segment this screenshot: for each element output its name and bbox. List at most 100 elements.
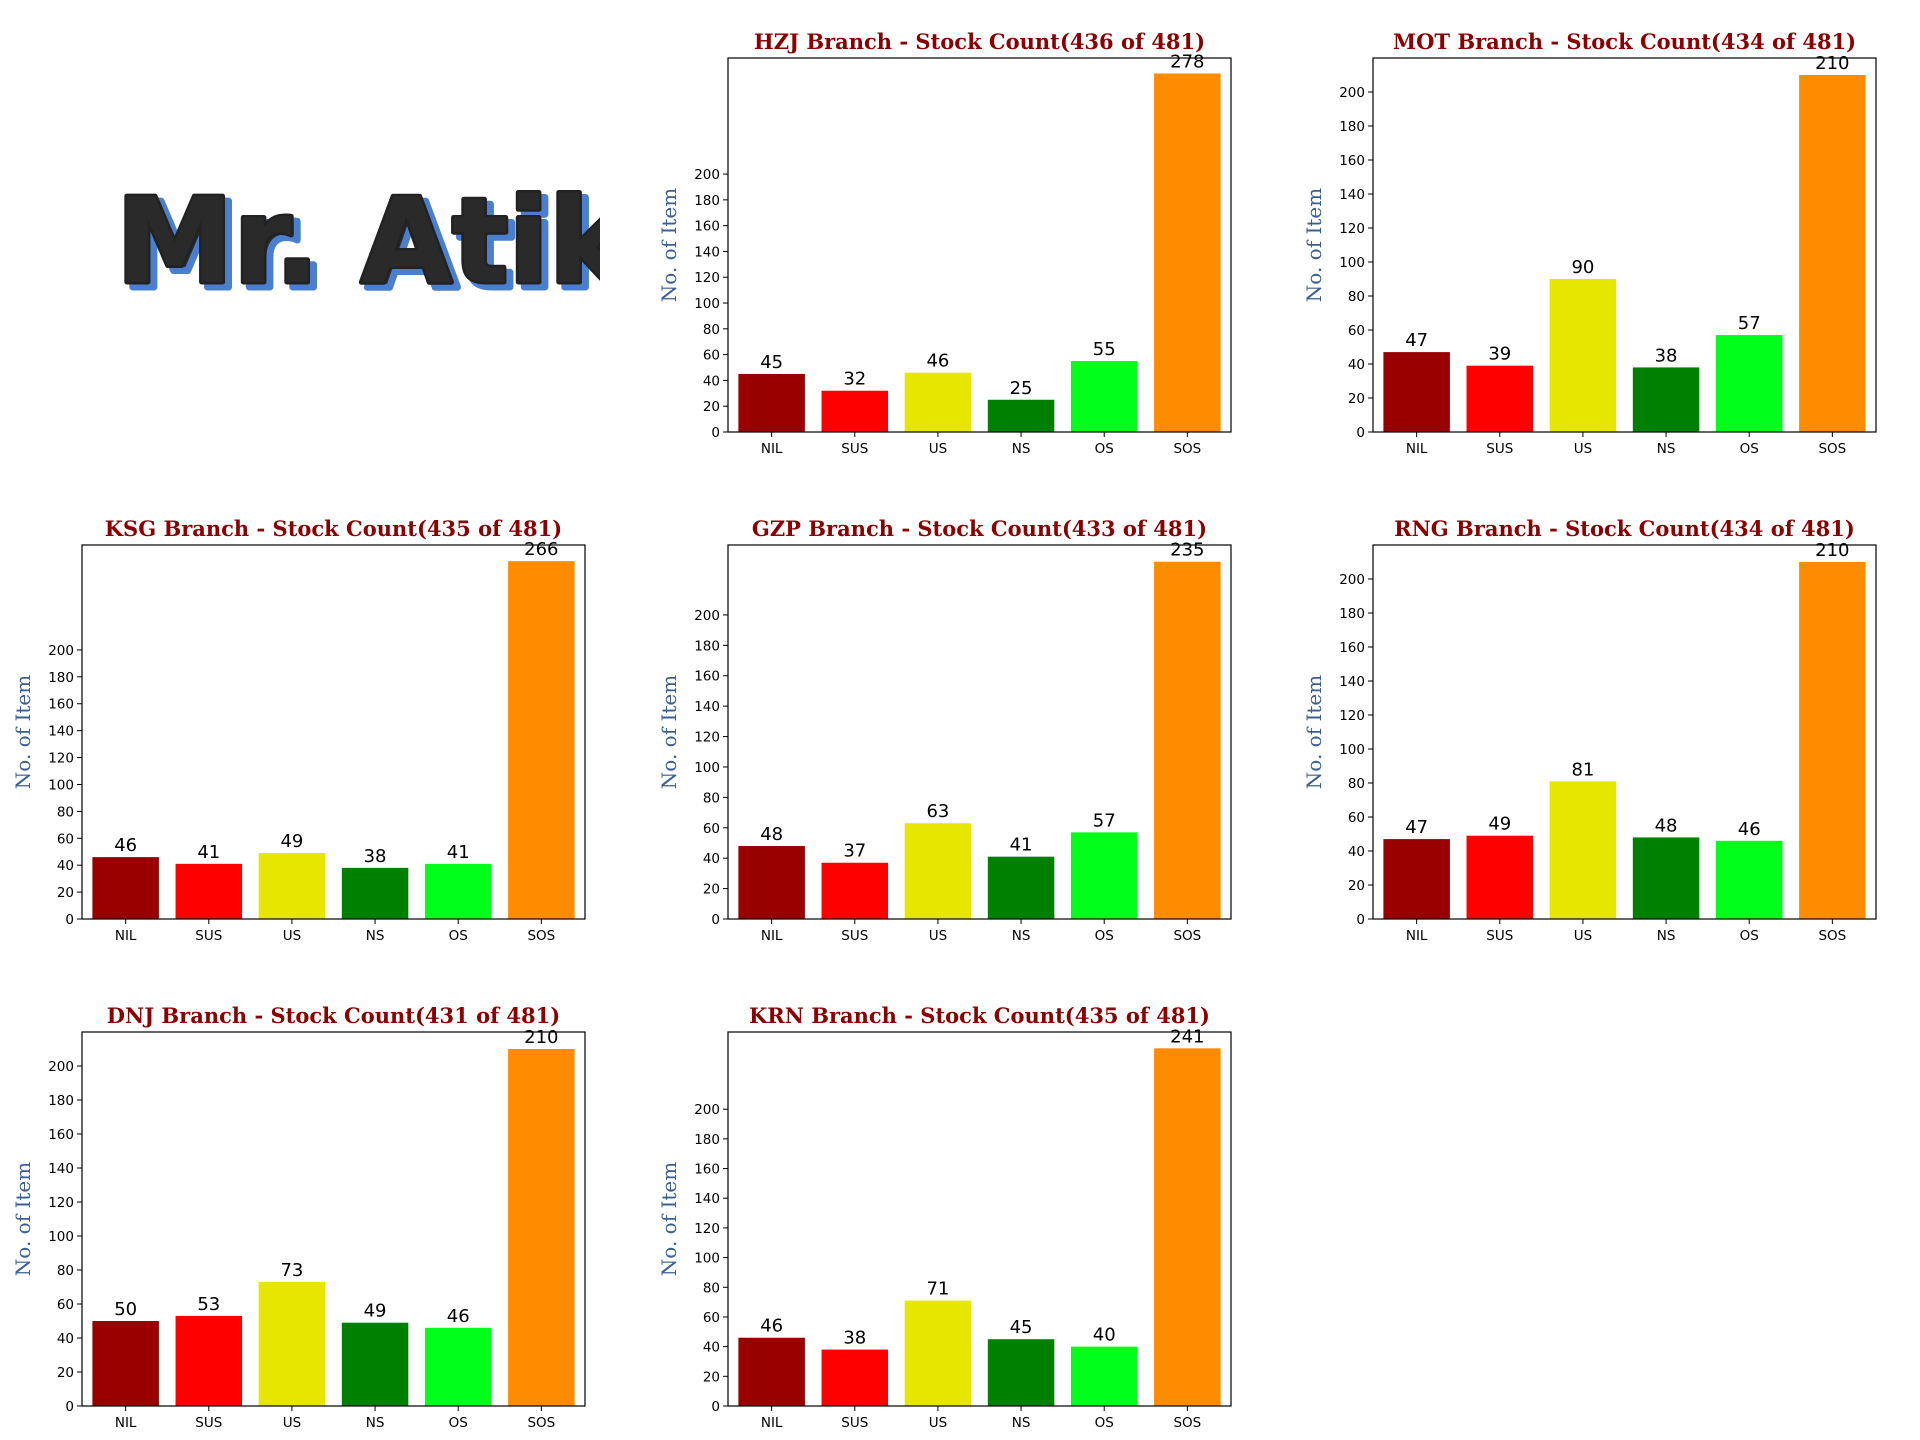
y-tick-label: 100 xyxy=(48,1229,74,1245)
y-tick-label: 120 xyxy=(48,751,74,767)
y-tick-label: 160 xyxy=(1339,640,1365,656)
y-tick-label: 0 xyxy=(711,1399,720,1415)
bar-sus xyxy=(1466,365,1534,432)
bar-value-label: 45 xyxy=(1010,1317,1033,1338)
bar-value-label: 37 xyxy=(843,841,866,862)
bar-nil xyxy=(738,373,805,432)
x-tick-label: US xyxy=(1574,441,1592,457)
x-tick-label: SUS xyxy=(195,928,222,944)
bar-us xyxy=(1549,781,1617,919)
chart-4: GZP Branch - Stock Count(433 of 481) No. … xyxy=(657,516,1232,944)
y-tick-label: 80 xyxy=(1348,776,1365,792)
y-tick-label: 0 xyxy=(65,912,74,928)
y-tick-label: 80 xyxy=(703,322,720,338)
x-tick-label: NIL xyxy=(1406,928,1428,944)
bar-us xyxy=(1549,279,1617,432)
y-tick-label: 180 xyxy=(1339,119,1365,135)
bar-sos xyxy=(1154,1048,1221,1406)
x-tick-label: OS xyxy=(449,1415,468,1431)
bar-os xyxy=(1715,335,1783,432)
y-axis-label: No. of Item xyxy=(657,1162,681,1276)
y-axis-label: No. of Item xyxy=(1302,188,1326,302)
bar-sos xyxy=(1799,562,1866,919)
bar-value-label: 48 xyxy=(1655,815,1678,836)
bar-nil xyxy=(738,846,805,919)
y-tick-label: 100 xyxy=(1339,255,1365,271)
y-tick-label: 200 xyxy=(694,608,720,624)
y-tick-label: 20 xyxy=(57,885,74,901)
y-tick-label: 140 xyxy=(48,1161,74,1177)
y-tick-label: 20 xyxy=(703,1369,720,1385)
bar-sos xyxy=(1154,561,1221,919)
x-tick-label: SUS xyxy=(1486,441,1513,457)
x-tick-label: US xyxy=(929,1415,947,1431)
bar-sus xyxy=(821,390,889,432)
bar-os xyxy=(1070,1346,1138,1406)
x-tick-label: OS xyxy=(1740,441,1759,457)
x-tick-label: US xyxy=(283,1415,301,1431)
x-tick-label: OS xyxy=(1740,928,1759,944)
bar-sus xyxy=(821,1349,889,1406)
y-tick-label: 20 xyxy=(703,882,720,898)
y-tick-label: 140 xyxy=(694,244,720,260)
bar-ns xyxy=(1632,837,1700,919)
chart-title: HZJ Branch - Stock Count(436 of 481) xyxy=(754,29,1205,54)
bar-value-label: 41 xyxy=(447,842,470,863)
y-tick-label: 100 xyxy=(694,1251,720,1267)
bar-ns xyxy=(987,856,1055,919)
y-tick-label: 100 xyxy=(48,777,74,793)
y-axis-label: No. of Item xyxy=(657,188,681,302)
bar-sos xyxy=(508,561,575,919)
x-tick-label: OS xyxy=(449,928,468,944)
x-tick-label: SOS xyxy=(1818,441,1846,457)
y-tick-label: 60 xyxy=(57,1297,74,1313)
plot-frame xyxy=(727,1031,1232,1407)
bar-ns xyxy=(341,1322,409,1406)
bar-value-label: 235 xyxy=(1170,540,1204,561)
chart-title: DNJ Branch - Stock Count(431 of 481) xyxy=(107,1003,560,1028)
bar-os xyxy=(1070,361,1138,432)
x-tick-label: OS xyxy=(1095,928,1114,944)
plot-frame xyxy=(727,544,1232,920)
y-tick-label: 40 xyxy=(57,858,74,874)
x-tick-label: SUS xyxy=(841,1415,868,1431)
x-tick-label: SUS xyxy=(841,441,868,457)
bar-value-label: 41 xyxy=(1010,835,1033,856)
y-tick-label: 60 xyxy=(57,831,74,847)
y-tick-label: 140 xyxy=(694,1191,720,1207)
y-tick-label: 200 xyxy=(48,1059,74,1075)
chart-title: KRN Branch - Stock Count(435 of 481) xyxy=(749,1003,1210,1028)
plot-frame xyxy=(81,544,586,920)
bar-os xyxy=(424,1327,492,1406)
bar-value-label: 50 xyxy=(114,1299,137,1320)
y-tick-label: 180 xyxy=(694,193,720,209)
y-tick-label: 200 xyxy=(1339,572,1365,588)
chart-7: KRN Branch - Stock Count(435 of 481) No. … xyxy=(657,1003,1232,1431)
bar-value-label: 38 xyxy=(364,846,387,867)
y-tick-label: 0 xyxy=(1356,912,1365,928)
y-tick-label: 120 xyxy=(1339,221,1365,237)
bar-value-label: 47 xyxy=(1405,330,1428,351)
x-tick-label: NS xyxy=(1012,1415,1031,1431)
y-tick-label: 40 xyxy=(703,851,720,867)
x-tick-label: NS xyxy=(1657,928,1676,944)
bar-value-label: 55 xyxy=(1093,339,1116,360)
y-tick-label: 60 xyxy=(1348,323,1365,339)
x-tick-label: SOS xyxy=(1173,441,1201,457)
y-tick-label: 40 xyxy=(57,1331,74,1347)
bar-os xyxy=(424,863,492,919)
bar-value-label: 53 xyxy=(197,1294,220,1315)
x-tick-label: NIL xyxy=(761,441,783,457)
y-tick-label: 40 xyxy=(1348,844,1365,860)
y-tick-label: 180 xyxy=(1339,606,1365,622)
y-tick-label: 180 xyxy=(48,1093,74,1109)
bar-value-label: 47 xyxy=(1405,817,1428,838)
y-tick-label: 120 xyxy=(694,730,720,746)
y-tick-label: 0 xyxy=(711,912,720,928)
bar-value-label: 49 xyxy=(1488,814,1511,835)
y-tick-label: 120 xyxy=(694,1221,720,1237)
bar-ns xyxy=(987,399,1055,432)
x-tick-label: NS xyxy=(366,1415,385,1431)
bar-sos xyxy=(508,1049,575,1406)
